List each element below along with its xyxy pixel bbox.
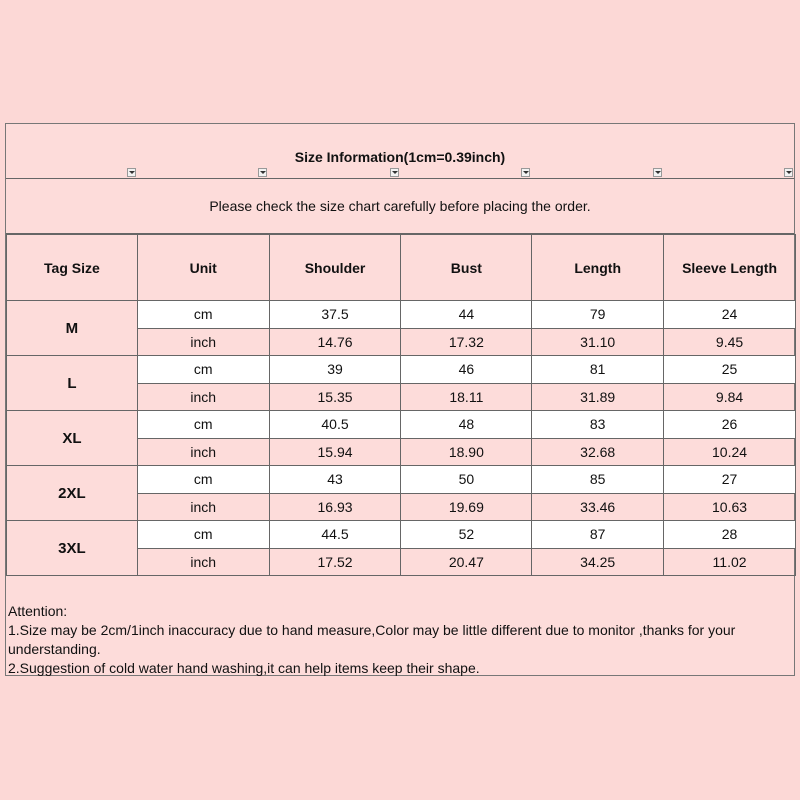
attention-line: 1.Size may be 2cm/1inch inaccuracy due t…: [8, 622, 736, 657]
filter-dropdown-icon[interactable]: [127, 168, 136, 177]
tag-size-cell: XL: [6, 410, 138, 466]
tag-size-cell: M: [6, 300, 138, 356]
size-table: Tag Size Unit Shoulder Bust Length Sleev…: [6, 234, 796, 576]
table-row: inch 14.76 17.32 31.10 9.45: [7, 327, 796, 356]
value-cell: 19.69: [400, 492, 533, 521]
title-row: Size Information(1cm=0.39inch): [6, 124, 794, 179]
unit-cell: cm: [136, 300, 270, 329]
size-chart: Size Information(1cm=0.39inch) Please ch…: [5, 123, 796, 678]
value-cell: 46: [400, 355, 533, 384]
table-row: XL cm 40.5 48 83 26: [6, 410, 796, 466]
filter-dropdown-icon[interactable]: [653, 168, 662, 177]
value-cell: 18.11: [400, 382, 533, 411]
filter-dropdown-icon[interactable]: [784, 168, 793, 177]
value-cell: 20.47: [400, 547, 533, 576]
table-row: 3XL cm 44.5 52 87 28: [6, 520, 796, 576]
value-cell: 11.02: [663, 547, 796, 576]
filter-dropdown-icon[interactable]: [521, 168, 530, 177]
filter-dropdown-icon[interactable]: [390, 168, 399, 177]
value-cell: 15.35: [268, 382, 402, 411]
value-cell: 43: [268, 465, 402, 494]
unit-cell: inch: [136, 492, 270, 521]
header-row: Tag Size Unit Shoulder Bust Length Sleev…: [6, 234, 796, 301]
value-cell: 17.52: [268, 547, 402, 576]
value-cell: 39: [268, 355, 402, 384]
value-cell: 10.63: [663, 492, 796, 521]
value-cell: 26: [663, 410, 796, 439]
value-cell: 83: [531, 410, 665, 439]
filter-dropdown-icon[interactable]: [258, 168, 267, 177]
value-cell: 28: [663, 520, 796, 549]
value-cell: 15.94: [268, 437, 402, 466]
value-cell: 18.90: [400, 437, 533, 466]
header-unit: Unit: [136, 234, 270, 301]
value-cell: 87: [531, 520, 665, 549]
value-cell: 81: [531, 355, 665, 384]
unit-cell: cm: [136, 520, 270, 549]
unit-cell: inch: [136, 327, 270, 356]
value-cell: 31.10: [531, 327, 665, 356]
value-cell: 24: [663, 300, 796, 329]
header-bust: Bust: [400, 234, 533, 301]
value-cell: 17.32: [400, 327, 533, 356]
value-cell: 31.89: [531, 382, 665, 411]
table-row: inch 15.94 18.90 32.68 10.24: [7, 437, 796, 466]
value-cell: 44: [400, 300, 533, 329]
value-cell: 48: [400, 410, 533, 439]
value-cell: 33.46: [531, 492, 665, 521]
table-row: inch 17.52 20.47 34.25 11.02: [7, 547, 796, 576]
value-cell: 34.25: [531, 547, 665, 576]
header-length: Length: [531, 234, 665, 301]
chart-title: Size Information(1cm=0.39inch): [294, 149, 506, 165]
tag-size-cell: L: [6, 355, 138, 411]
unit-cell: cm: [136, 465, 270, 494]
tag-size-cell: 2XL: [6, 465, 138, 521]
value-cell: 85: [531, 465, 665, 494]
table-row: inch 15.35 18.11 31.89 9.84: [7, 382, 796, 411]
header-shoulder: Shoulder: [268, 234, 402, 301]
value-cell: 14.76: [268, 327, 402, 356]
unit-cell: cm: [136, 355, 270, 384]
value-cell: 27: [663, 465, 796, 494]
header-sleeve-length: Sleeve Length: [663, 234, 796, 301]
value-cell: 37.5: [268, 300, 402, 329]
value-cell: 79: [531, 300, 665, 329]
header-tag-size: Tag Size: [6, 234, 138, 301]
value-cell: 44.5: [268, 520, 402, 549]
attention-notes: Attention: 1.Size may be 2cm/1inch inacc…: [8, 602, 788, 678]
value-cell: 9.84: [663, 382, 796, 411]
unit-cell: inch: [136, 437, 270, 466]
unit-cell: inch: [136, 547, 270, 576]
value-cell: 50: [400, 465, 533, 494]
notice-row: Please check the size chart carefully be…: [6, 179, 794, 234]
value-cell: 40.5: [268, 410, 402, 439]
value-cell: 52: [400, 520, 533, 549]
unit-cell: inch: [136, 382, 270, 411]
tag-size-cell: 3XL: [6, 520, 138, 576]
value-cell: 32.68: [531, 437, 665, 466]
table-row: inch 16.93 19.69 33.46 10.63: [7, 492, 796, 521]
value-cell: 25: [663, 355, 796, 384]
value-cell: 9.45: [663, 327, 796, 356]
table-row: 2XL cm 43 50 85 27: [6, 465, 796, 521]
attention-line: 2.Suggestion of cold water hand washing,…: [8, 660, 480, 676]
value-cell: 16.93: [268, 492, 402, 521]
value-cell: 10.24: [663, 437, 796, 466]
attention-heading: Attention:: [8, 603, 68, 619]
unit-cell: cm: [136, 410, 270, 439]
